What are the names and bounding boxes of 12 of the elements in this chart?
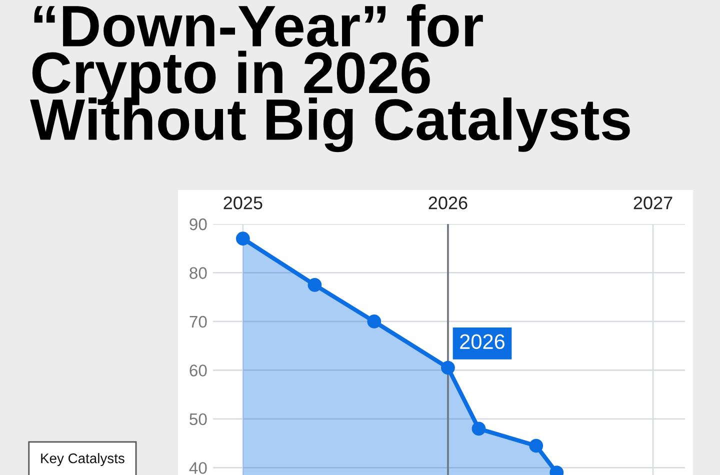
y-tick-label: 80 <box>190 267 207 279</box>
x-tick-label: 2027 <box>634 196 672 210</box>
x-tick-label: 2026 <box>428 196 468 210</box>
x-tick-label: 2025 <box>224 196 262 210</box>
ref-line-label: 2026 <box>460 334 505 350</box>
y-tick-label: 40 <box>189 462 207 474</box>
y-tick-label: 90 <box>190 218 207 230</box>
y-tick-label: 60 <box>190 364 207 376</box>
chart-title: “Down-Year” for Crypto in 2026 Without Big Catalysts <box>30 4 630 152</box>
text: Key Catalysts <box>41 453 124 466</box>
y-tick-label: 50 <box>190 413 207 426</box>
y-tick-label: 70 <box>190 316 207 328</box>
